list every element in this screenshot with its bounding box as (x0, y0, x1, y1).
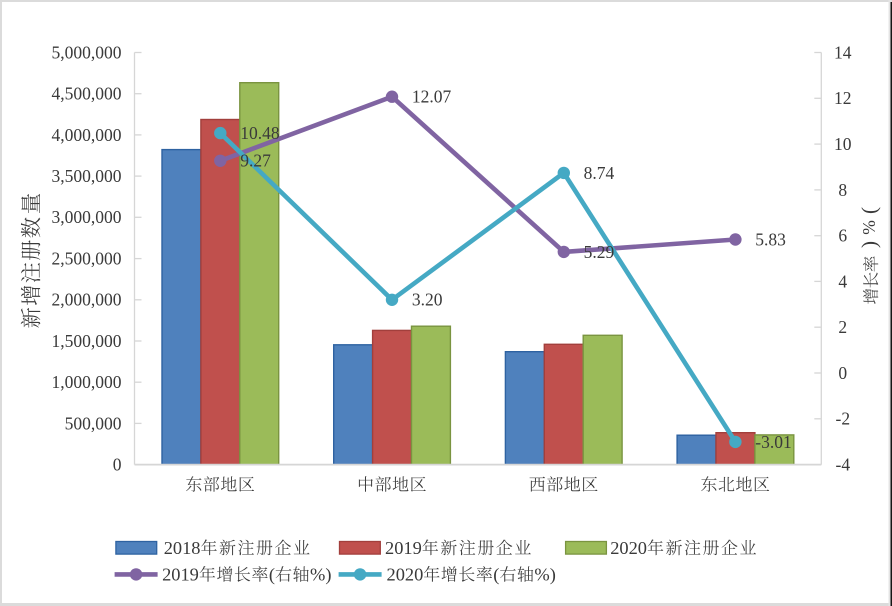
svg-text:5.29: 5.29 (584, 242, 615, 262)
svg-text:4,500,000: 4,500,000 (52, 84, 122, 104)
svg-text:2020: 2020 (387, 565, 424, 585)
svg-text:-2: -2 (836, 409, 851, 429)
svg-text:8: 8 (838, 180, 847, 200)
svg-text:(: ( (269, 565, 275, 586)
svg-text:%): %) (310, 565, 331, 586)
svg-text:): ) (857, 241, 881, 248)
svg-text:(: ( (857, 207, 881, 214)
svg-text:%: % (859, 220, 879, 235)
svg-text:2019: 2019 (385, 538, 422, 558)
svg-text:-4: -4 (836, 455, 851, 475)
svg-text:6: 6 (838, 226, 847, 246)
svg-text:0: 0 (113, 455, 122, 475)
svg-text:10: 10 (834, 134, 852, 154)
svg-text:3.20: 3.20 (412, 290, 443, 310)
svg-text:2: 2 (838, 317, 847, 337)
svg-text:1,000,000: 1,000,000 (52, 372, 122, 392)
svg-text:(: ( (493, 565, 499, 586)
svg-text:0: 0 (838, 363, 847, 383)
svg-text:2019: 2019 (162, 565, 199, 585)
svg-text:2,500,000: 2,500,000 (52, 248, 122, 268)
svg-text:10.48: 10.48 (240, 123, 280, 143)
svg-text:5.83: 5.83 (755, 229, 786, 249)
svg-text:8.74: 8.74 (584, 163, 615, 183)
svg-text:4: 4 (838, 271, 847, 291)
svg-text:2018: 2018 (164, 538, 201, 558)
svg-text:12: 12 (834, 88, 852, 108)
svg-text:1,500,000: 1,500,000 (52, 331, 122, 351)
svg-text:14: 14 (834, 42, 852, 62)
svg-text:3,500,000: 3,500,000 (52, 166, 122, 186)
svg-text:%): %) (534, 565, 555, 586)
svg-text:4,000,000: 4,000,000 (52, 125, 122, 145)
svg-text:-3.01: -3.01 (755, 432, 791, 452)
svg-text:500,000: 500,000 (65, 413, 122, 433)
svg-text:12.07: 12.07 (412, 87, 452, 107)
svg-text:9.27: 9.27 (240, 151, 271, 171)
svg-text:5,000,000: 5,000,000 (52, 42, 122, 62)
svg-text:3,000,000: 3,000,000 (52, 207, 122, 227)
svg-text:2,000,000: 2,000,000 (52, 290, 122, 310)
svg-text:2020: 2020 (610, 538, 647, 558)
